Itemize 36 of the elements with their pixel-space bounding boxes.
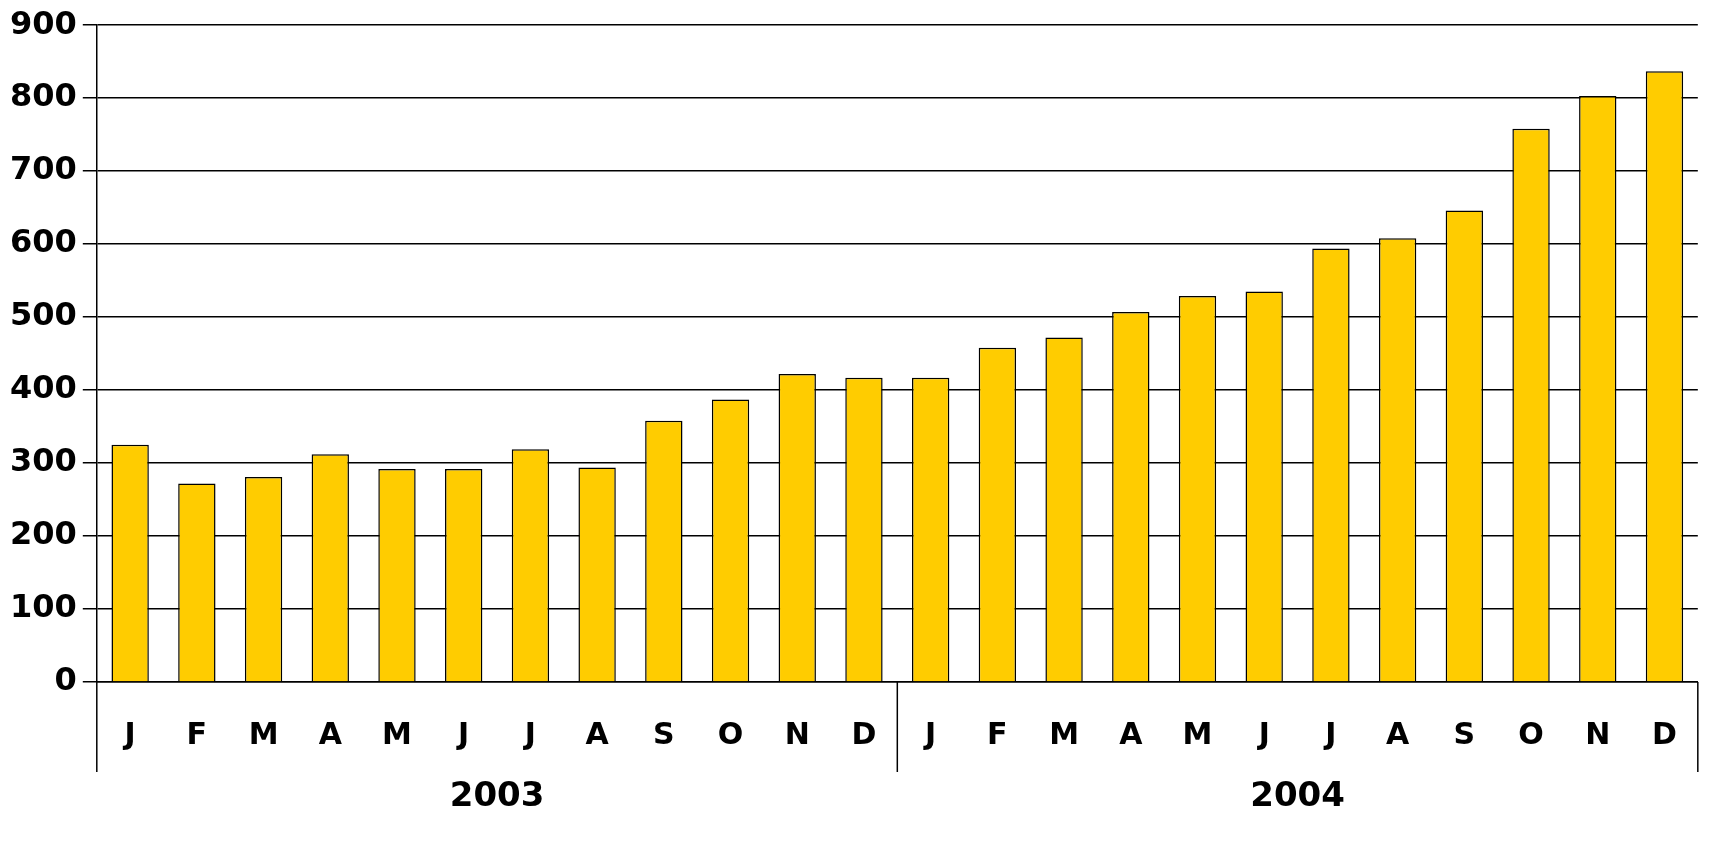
x-tick-label: A [318, 715, 343, 751]
y-tick-label: 300 [10, 441, 77, 480]
x-tick-label: A [1119, 715, 1144, 751]
y-tick-label: 600 [10, 222, 77, 261]
x-tick-label: F [186, 715, 208, 751]
x-tick-label: J [522, 715, 536, 751]
y-tick-label: 200 [10, 514, 77, 553]
y-tick-label: 400 [10, 368, 77, 407]
x-tick-label: J [1323, 715, 1337, 751]
text: 2004 [1250, 773, 1345, 814]
x-tick-label: M [382, 715, 412, 751]
y-tick-label: 0 [54, 660, 77, 699]
x-tick-label: J [1256, 715, 1270, 751]
x-tick-label: J [122, 715, 136, 751]
x-tick-label: M [1182, 715, 1213, 751]
y-tick-label: 500 [10, 295, 77, 334]
x-tick-label: J [456, 715, 470, 751]
x-tick-label: N [784, 715, 810, 751]
y-tick-label: 800 [10, 76, 77, 115]
x-tick-label: A [585, 715, 610, 751]
x-tick-label: J [923, 715, 937, 751]
x-tick-label: S [1453, 715, 1476, 751]
text: 2003 [449, 773, 545, 814]
x-tick-label: D [1652, 715, 1677, 751]
y-tick-label: 100 [10, 587, 77, 626]
y-tick-label: 700 [10, 149, 77, 188]
x-tick-label: A [1386, 715, 1411, 751]
x-tick-label: M [248, 715, 279, 751]
x-tick-label: D [851, 715, 877, 751]
x-tick-label: F [987, 715, 1008, 751]
x-tick-label: N [1585, 715, 1611, 751]
x-tick-label: M [1049, 715, 1080, 751]
x-tick-label: S [653, 715, 675, 751]
y-tick-label: 900 [10, 3, 77, 42]
x-tick-label: O [717, 715, 744, 751]
x-tick-label: O [1518, 715, 1544, 751]
